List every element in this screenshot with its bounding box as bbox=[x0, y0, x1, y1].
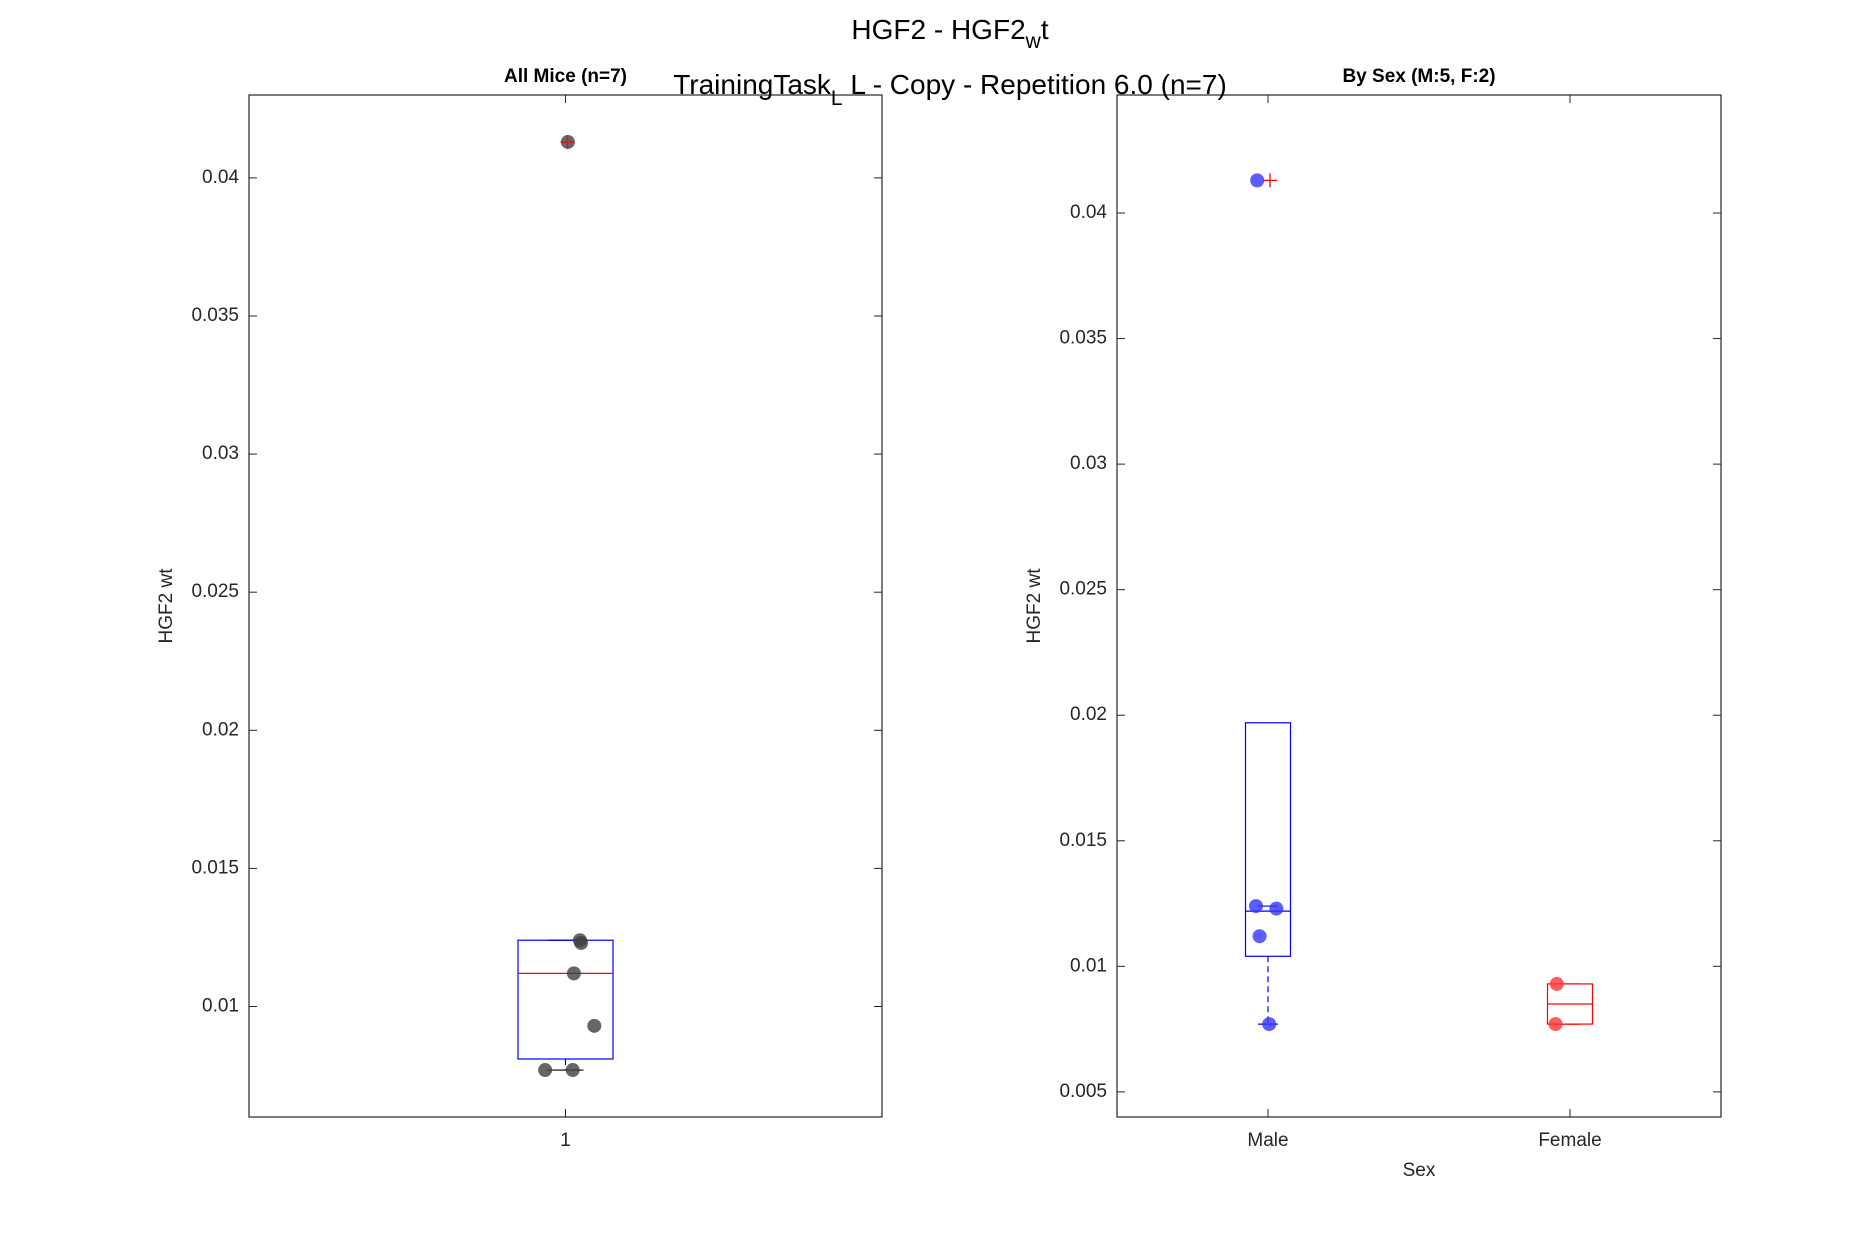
y-tick-label: 0.035 bbox=[191, 305, 239, 326]
subtitle-rest: L - Copy - Repetition 6.0 (n=7) bbox=[843, 69, 1227, 100]
y-axis-label: HGF2 wt bbox=[1024, 568, 1045, 644]
y-tick-label: 0.025 bbox=[1059, 579, 1107, 600]
data-point bbox=[538, 1063, 553, 1078]
data-point bbox=[566, 966, 581, 981]
figure-title: HGF2 - HGF2wt bbox=[851, 14, 1048, 52]
subtitle-main: TrainingTask bbox=[673, 69, 832, 100]
outlier bbox=[1263, 173, 1277, 188]
y-tick-label: 0.025 bbox=[191, 581, 239, 602]
y-tick-label: 0.015 bbox=[191, 857, 239, 878]
y-tick-label: 0.01 bbox=[202, 996, 239, 1017]
data-point bbox=[1249, 899, 1263, 914]
figure-subtitle: TrainingTaskL L - Copy - Repetition 6.0 … bbox=[673, 69, 1227, 109]
panel-title: All Mice (n=7) bbox=[504, 66, 627, 87]
y-tick-label: 0.035 bbox=[1059, 328, 1107, 349]
outlier bbox=[560, 134, 575, 149]
y-axis-label: HGF2 wt bbox=[156, 568, 177, 644]
axes-frame bbox=[1116, 94, 1722, 1118]
y-tick-label: 0.015 bbox=[1059, 830, 1107, 851]
data-point bbox=[587, 1018, 602, 1033]
y-tick-label: 0.03 bbox=[1070, 453, 1107, 474]
title-rest: t bbox=[1041, 14, 1049, 45]
axes-frame bbox=[248, 94, 883, 1118]
data-point bbox=[1252, 929, 1267, 944]
y-tick-label: 0.02 bbox=[202, 719, 239, 740]
box bbox=[517, 939, 614, 1060]
data-point bbox=[565, 1063, 580, 1078]
title-main: HGF2 - HGF2 bbox=[851, 14, 1025, 45]
subtitle-sub: L bbox=[831, 87, 843, 110]
y-tick-label: 0.04 bbox=[1070, 202, 1107, 223]
y-tick-label: 0.005 bbox=[1059, 1081, 1107, 1102]
data-point bbox=[1549, 976, 1564, 991]
panel-title: By Sex (M:5, F:2) bbox=[1342, 66, 1495, 87]
x-tick-label: Female bbox=[1538, 1130, 1601, 1151]
box bbox=[1244, 722, 1292, 957]
y-tick-label: 0.03 bbox=[202, 443, 239, 464]
data-point bbox=[1269, 901, 1284, 916]
y-tick-label: 0.02 bbox=[1070, 704, 1107, 725]
data-point bbox=[574, 935, 589, 950]
x-axis-label: Sex bbox=[1403, 1160, 1436, 1181]
y-tick-label: 0.04 bbox=[202, 167, 239, 188]
title-sub: w bbox=[1025, 30, 1042, 53]
x-tick-label: 1 bbox=[560, 1130, 571, 1151]
y-tick-label: 0.01 bbox=[1070, 955, 1107, 976]
data-point bbox=[1548, 1017, 1563, 1032]
x-tick-label: Male bbox=[1247, 1130, 1288, 1151]
data-point bbox=[1250, 173, 1265, 188]
data-point bbox=[1262, 1017, 1277, 1032]
